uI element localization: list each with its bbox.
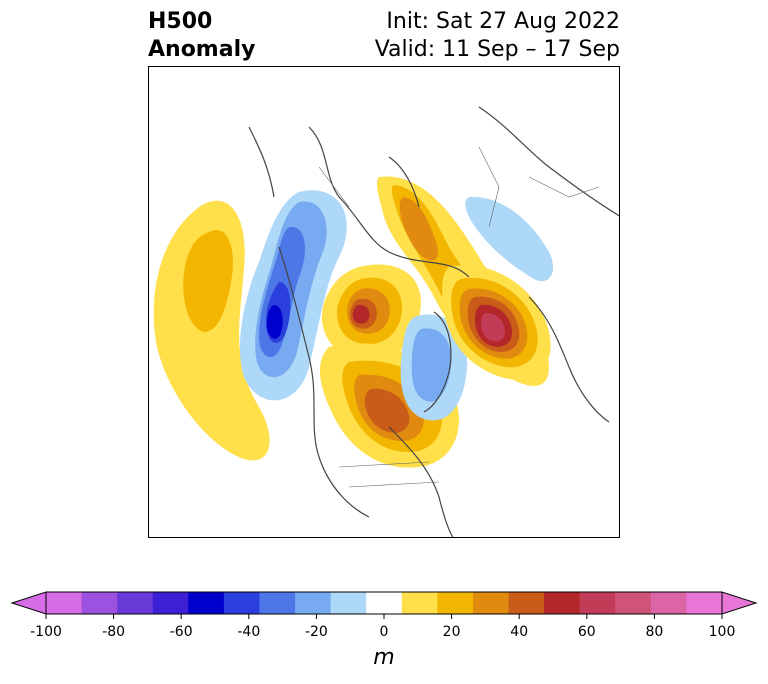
init-date: Init: Sat 27 Aug 2022: [386, 9, 620, 34]
anomaly-nw-russia-positive: [442, 265, 551, 380]
title-left: H500 Anomaly: [148, 8, 255, 64]
colorbar-segment: [508, 592, 545, 614]
colorbar-segment: [117, 592, 154, 614]
colorbar-segment: [259, 592, 296, 614]
colorbar-segment: [295, 592, 332, 614]
colorbar-segment: [188, 592, 225, 614]
valid-range: Valid: 11 Sep – 17 Sep: [374, 37, 620, 62]
colorbar-segment: [472, 592, 510, 614]
coastlines: [248, 106, 619, 537]
anomaly-north-pacific-positive: [153, 200, 270, 461]
anomaly-map: [148, 66, 620, 538]
colorbar-tick-label: 40: [510, 624, 528, 640]
anomaly-alaska-positive: [321, 264, 421, 361]
colorbar-segment: [366, 592, 403, 614]
colorbar-segment: [46, 592, 83, 614]
colorbar-segment: [223, 592, 260, 614]
colorbar-tick-label: 20: [443, 624, 461, 640]
colorbar-tick-label: 60: [578, 624, 596, 640]
colorbar-segment: [650, 592, 687, 614]
title-variable: H500: [148, 9, 213, 34]
colorbar-segment: [437, 592, 474, 614]
colorbar-segment: [615, 592, 652, 614]
anomaly-map-svg: [153, 106, 619, 537]
anomaly-north-europe-negative: [465, 196, 554, 282]
colorbar-tick-label: -100: [30, 624, 62, 640]
colorbar-tick-label: -40: [237, 624, 260, 640]
title-right: Init: Sat 27 Aug 2022 Valid: 11 Sep – 17…: [375, 8, 620, 64]
colorbar-tick-label: 100: [709, 624, 736, 640]
borders: [318, 146, 600, 488]
colorbar-svg: -100 -80 -60 -40 -20 0 20 40 60 80 100: [10, 591, 758, 640]
colorbar-segment: [401, 592, 438, 614]
colorbar-segment: [686, 592, 723, 614]
colorbar-unit-label: m: [373, 645, 395, 670]
colorbar-extend-low: [10, 591, 47, 615]
colorbar-segment: [544, 592, 581, 614]
anomaly-eastern-canada-positive: [319, 343, 459, 468]
colorbar-extend-high: [721, 591, 758, 615]
colorbar-tick-label: -60: [170, 624, 193, 640]
colorbar-tick-label: 80: [645, 624, 663, 640]
colorbar-segment: [330, 592, 367, 614]
colorbar: -100 -80 -60 -40 -20 0 20 40 60 80 100: [10, 588, 758, 652]
colorbar-segment: [579, 592, 616, 614]
colorbar-segment: [152, 592, 189, 614]
colorbar-tick-label: -80: [102, 624, 125, 640]
colorbar-tick-label: -20: [305, 624, 328, 640]
colorbar-tick-label: 0: [380, 624, 389, 640]
colorbar-segment: [81, 592, 118, 614]
title-anomaly: Anomaly: [148, 37, 256, 62]
